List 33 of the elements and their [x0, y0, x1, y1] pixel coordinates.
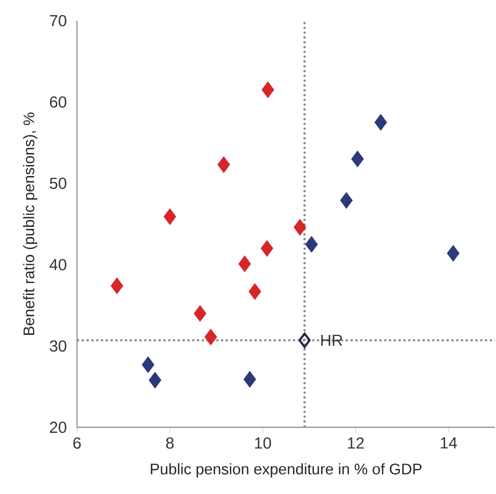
point [294, 220, 306, 235]
point [148, 372, 162, 388]
y-tick-label: 20 [50, 422, 66, 433]
point [110, 278, 124, 294]
x-tick-label: 10 [255, 437, 272, 449]
point [260, 240, 274, 256]
x-axis-title: Public pension expenditure in % of GDP [150, 463, 422, 478]
y-tick-label: 50 [50, 178, 66, 189]
point [194, 306, 206, 322]
point [218, 156, 230, 172]
point [142, 356, 154, 372]
y-axis-title: Benefit ratio (public pensions), % [23, 112, 38, 335]
point [351, 151, 364, 167]
y-tick-label: 70 [50, 15, 66, 26]
point [164, 208, 176, 224]
x-tick-label: 8 [166, 437, 174, 449]
x-tick-label: 14 [440, 437, 457, 448]
point [340, 192, 352, 208]
point [244, 372, 256, 388]
point [248, 284, 261, 300]
series-label: HR [321, 334, 342, 346]
point [305, 236, 318, 252]
x-tick-label: 12 [348, 437, 364, 449]
point [447, 246, 460, 262]
point [238, 256, 251, 272]
point [262, 82, 274, 98]
point [374, 114, 387, 130]
y-tick-label: 30 [50, 340, 66, 352]
point [204, 329, 217, 345]
y-tick-label: 40 [50, 259, 66, 270]
x-tick-label: 6 [73, 437, 81, 449]
point [298, 332, 311, 348]
y-tick-label: 60 [50, 96, 66, 108]
